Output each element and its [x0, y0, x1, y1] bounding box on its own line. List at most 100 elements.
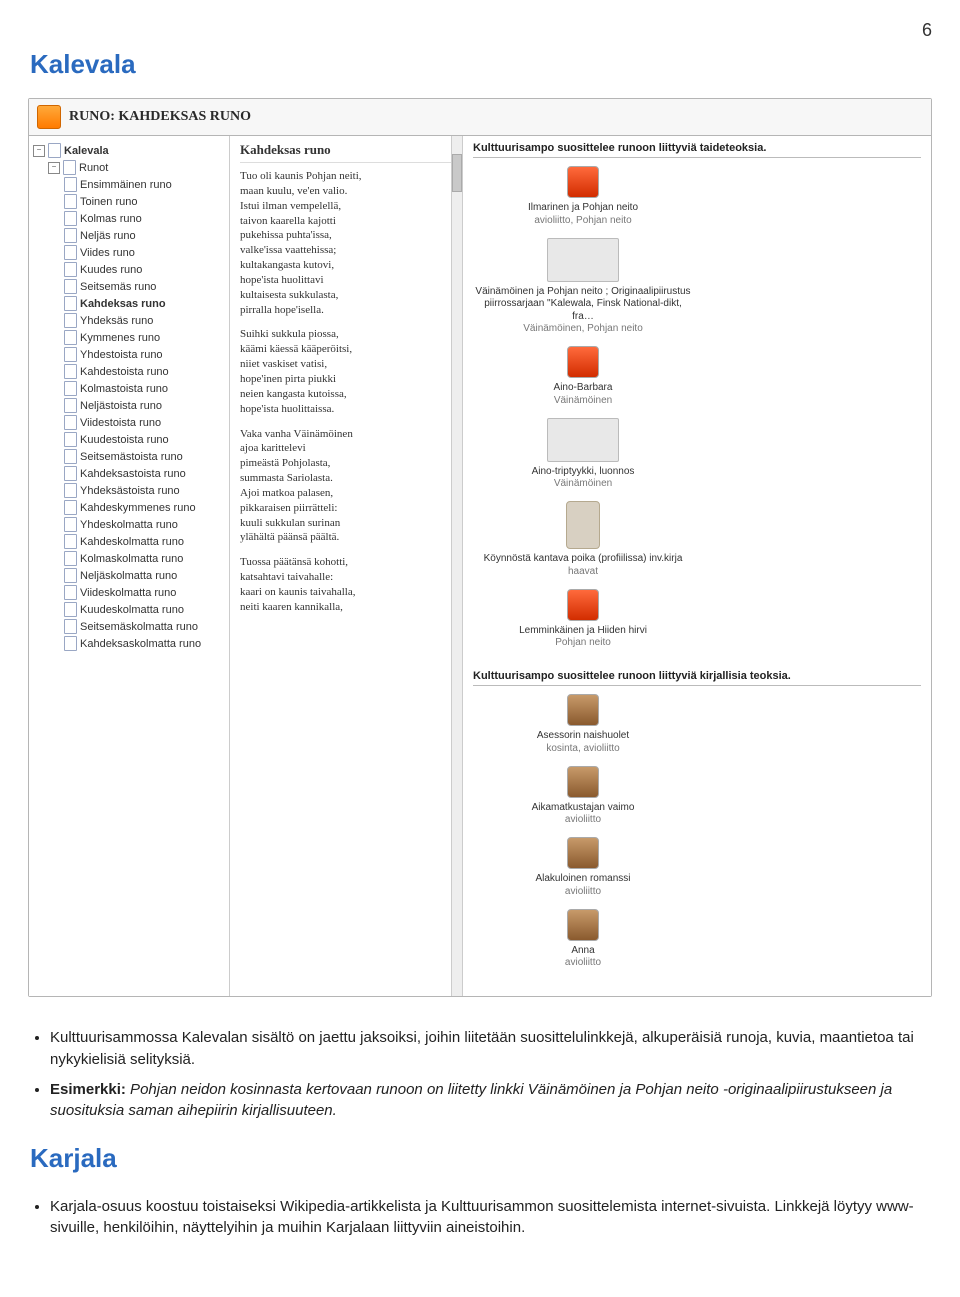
- artwork-thumb: [567, 346, 599, 378]
- rec-book-item[interactable]: Annaavioliitto: [473, 909, 693, 969]
- rec-book-item[interactable]: Alakuloinen romanssiavioliitto: [473, 837, 693, 897]
- poem-pane: Kahdeksas runo Tuo oli kaunis Pohjan nei…: [230, 136, 463, 996]
- rec-book-item[interactable]: Asessorin naishuoletkosinta, avioliitto: [473, 694, 693, 754]
- tree-item[interactable]: Kahdeskolmatta runo: [33, 533, 225, 550]
- poem-body: Tuo oli kaunis Pohjan neiti, maan kuulu,…: [240, 169, 452, 615]
- book-icon: [567, 766, 599, 798]
- rec-art-item[interactable]: Väinämöinen ja Pohjan neito ; Originaali…: [473, 238, 693, 335]
- tree-item-label: Kahdeskymmenes runo: [80, 502, 196, 514]
- tree-item[interactable]: Kahdeksaskolmatta runo: [33, 635, 225, 652]
- scrollbar[interactable]: [451, 136, 462, 996]
- example-label: Esimerkki:: [50, 1081, 126, 1098]
- tree-item-label: Ensimmäinen runo: [80, 179, 172, 191]
- page-icon: [64, 364, 77, 379]
- tree-item[interactable]: Seitsemäs runo: [33, 278, 225, 295]
- rec-book-item[interactable]: Aikamatkustajan vaimoavioliitto: [473, 766, 693, 826]
- tree-item[interactable]: Kahdeksastoista runo: [33, 465, 225, 482]
- tree-item[interactable]: Kolmas runo: [33, 210, 225, 227]
- tree-item-label: Kahdestoista runo: [80, 366, 169, 378]
- page-icon: [64, 415, 77, 430]
- artwork-thumb: [547, 238, 619, 282]
- page-icon: [64, 381, 77, 396]
- rec-art-item[interactable]: Lemminkäinen ja Hiiden hirviPohjan neito: [473, 589, 693, 649]
- tree-item[interactable]: Yhdestoista runo: [33, 346, 225, 363]
- rec-subcaption: haavat: [568, 566, 598, 577]
- rec-caption: Köynnöstä kantava poika (profiilissa) in…: [484, 553, 683, 566]
- tree-item[interactable]: Neljäs runo: [33, 227, 225, 244]
- tree-item[interactable]: Seitsemäskolmatta runo: [33, 618, 225, 635]
- book-icon: [567, 909, 599, 941]
- tree-item-label: Kahdeksas runo: [80, 298, 166, 310]
- tree-item[interactable]: Kahdeskymmenes runo: [33, 499, 225, 516]
- recs-art-grid: Ilmarinen ja Pohjan neitoavioliitto, Poh…: [473, 166, 921, 648]
- tree-item-label: Viideskolmatta runo: [80, 587, 176, 599]
- page-icon: [64, 568, 77, 583]
- tree-item[interactable]: Kolmastoista runo: [33, 380, 225, 397]
- tree-item[interactable]: Viides runo: [33, 244, 225, 261]
- page-icon: [64, 500, 77, 515]
- collapse-icon[interactable]: −: [33, 145, 45, 157]
- tree-root[interactable]: − Kalevala: [33, 142, 225, 159]
- tree-item[interactable]: Kuudeskolmatta runo: [33, 601, 225, 618]
- rec-art-item[interactable]: Aino-triptyykki, luonnosVäinämöinen: [473, 418, 693, 490]
- tree-item[interactable]: Viidestoista runo: [33, 414, 225, 431]
- tree-item[interactable]: Kahdestoista runo: [33, 363, 225, 380]
- tree-item[interactable]: Neljäskolmatta runo: [33, 567, 225, 584]
- bullet-kalevala-1: Kulttuurisammossa Kalevalan sisältö on j…: [50, 1027, 932, 1071]
- tree-item[interactable]: Kolmaskolmatta runo: [33, 550, 225, 567]
- page-icon: [64, 636, 77, 651]
- page-icon: [64, 194, 77, 209]
- tree-item[interactable]: Yhdeksäs runo: [33, 312, 225, 329]
- tree-item[interactable]: Yhdeskolmatta runo: [33, 516, 225, 533]
- scrollbar-thumb[interactable]: [452, 154, 462, 192]
- tree-root-label: Kalevala: [64, 145, 109, 157]
- tree-item-label: Seitsemästoista runo: [80, 451, 183, 463]
- app-logo-icon: [37, 105, 61, 129]
- page-icon: [63, 160, 76, 175]
- rec-caption: Asessorin naishuolet: [537, 730, 629, 743]
- tree-item-label: Neljäskolmatta runo: [80, 570, 177, 582]
- page-icon: [64, 330, 77, 345]
- page-icon: [64, 313, 77, 328]
- rec-art-item[interactable]: Aino-BarbaraVäinämöinen: [473, 346, 693, 406]
- tree-item-label: Yhdestoista runo: [80, 349, 163, 361]
- tree-item[interactable]: Ensimmäinen runo: [33, 176, 225, 193]
- rec-art-item[interactable]: Köynnöstä kantava poika (profiilissa) in…: [473, 501, 693, 577]
- collapse-icon[interactable]: −: [48, 162, 60, 174]
- rec-subcaption: avioliitto: [565, 957, 601, 968]
- page-icon: [64, 398, 77, 413]
- rec-art-item[interactable]: Ilmarinen ja Pohjan neitoavioliitto, Poh…: [473, 166, 693, 226]
- tree-item[interactable]: Kuudestoista runo: [33, 431, 225, 448]
- tree-item-label: Viidestoista runo: [80, 417, 161, 429]
- page: 6 Kalevala RUNO: KAHDEKSAS RUNO − Kaleva…: [0, 0, 960, 1297]
- tree-item[interactable]: Kymmenes runo: [33, 329, 225, 346]
- page-icon: [48, 143, 61, 158]
- page-icon: [64, 432, 77, 447]
- tree-item-label: Kuudeskolmatta runo: [80, 604, 184, 616]
- app-title: RUNO: KAHDEKSAS RUNO: [69, 109, 251, 125]
- artwork-thumb: [567, 589, 599, 621]
- tree-item-label: Kolmaskolmatta runo: [80, 553, 183, 565]
- tree-item[interactable]: Neljästoista runo: [33, 397, 225, 414]
- rec-subcaption: Pohjan neito: [555, 637, 611, 648]
- kulttuurisampo-app: RUNO: KAHDEKSAS RUNO − Kalevala − Runot …: [28, 98, 932, 997]
- tree-item-label: Seitsemäs runo: [80, 281, 156, 293]
- tree-item[interactable]: Yhdeksästoista runo: [33, 482, 225, 499]
- rec-caption: Aino-triptyykki, luonnos: [532, 466, 635, 479]
- artwork-thumb: [567, 166, 599, 198]
- tree-item[interactable]: Toinen runo: [33, 193, 225, 210]
- tree-item-label: Neljäs runo: [80, 230, 136, 242]
- tree-item-label: Kuudestoista runo: [80, 434, 169, 446]
- book-icon: [567, 694, 599, 726]
- tree-item[interactable]: Viideskolmatta runo: [33, 584, 225, 601]
- rec-caption: Aikamatkustajan vaimo: [532, 802, 635, 815]
- tree-item[interactable]: Kuudes runo: [33, 261, 225, 278]
- section-title-kalevala: Kalevala: [30, 49, 932, 80]
- recommendations-pane: Kulttuurisampo suosittelee runoon liitty…: [463, 136, 931, 996]
- rec-caption: Alakuloinen romanssi: [535, 873, 630, 886]
- tree-item[interactable]: Kahdeksas runo: [33, 295, 225, 312]
- tree-item[interactable]: Seitsemästoista runo: [33, 448, 225, 465]
- tree-branch[interactable]: − Runot: [33, 159, 225, 176]
- app-header: RUNO: KAHDEKSAS RUNO: [29, 99, 931, 136]
- page-icon: [64, 466, 77, 481]
